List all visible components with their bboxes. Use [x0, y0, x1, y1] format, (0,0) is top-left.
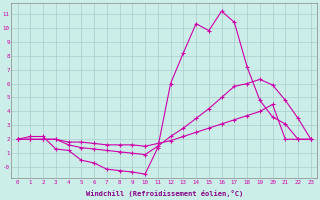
X-axis label: Windchill (Refroidissement éolien,°C): Windchill (Refroidissement éolien,°C)	[85, 190, 243, 197]
